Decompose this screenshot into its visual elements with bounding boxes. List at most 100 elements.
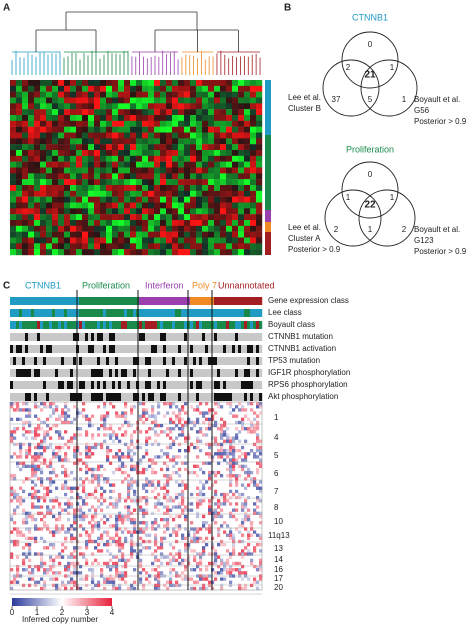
annotation-cell <box>238 297 242 305</box>
copy-number-cell <box>187 530 191 534</box>
copy-number-cell <box>232 449 236 453</box>
copy-number-cell <box>10 489 14 494</box>
copy-number-cell <box>175 514 179 519</box>
annotation-cell <box>109 357 113 365</box>
copy-number-cell <box>205 577 209 581</box>
heatmap-cell <box>172 173 179 180</box>
annotation-cell <box>211 297 215 305</box>
heatmap-cell <box>232 155 239 162</box>
annotation-cell <box>223 345 227 353</box>
copy-number-cell <box>22 558 26 562</box>
copy-number-cell <box>58 552 62 556</box>
copy-number-cell <box>91 470 95 475</box>
copy-number-cell <box>166 555 170 559</box>
copy-number-cell <box>244 571 248 575</box>
copy-number-cell <box>109 536 113 541</box>
copy-number-cell <box>88 539 92 544</box>
copy-number-cell <box>73 449 77 453</box>
annotation-cell <box>232 345 236 353</box>
heatmap-cell <box>76 126 83 133</box>
copy-number-cell <box>91 571 95 575</box>
heatmap-cell <box>58 144 65 151</box>
copy-number-cell <box>37 499 41 503</box>
copy-number-cell <box>256 511 260 515</box>
copy-number-cell <box>31 517 35 522</box>
heatmap-cell <box>16 115 23 122</box>
copy-number-cell <box>250 408 254 412</box>
copy-number-cell <box>199 558 203 562</box>
copy-number-cell <box>181 423 185 428</box>
copy-number-cell <box>40 439 44 443</box>
copy-number-cell <box>166 467 170 472</box>
heatmap-cell <box>106 214 113 221</box>
annotation-cell <box>163 345 167 353</box>
annotation-cell <box>181 333 185 341</box>
heatmap-cell <box>124 220 131 227</box>
copy-number-cell <box>256 455 260 459</box>
heatmap-cell <box>46 85 53 92</box>
copy-number-cell <box>112 430 116 434</box>
copy-number-cell <box>85 530 89 534</box>
copy-number-cell <box>178 455 182 459</box>
heatmap-cell <box>202 173 209 180</box>
heatmap-cell <box>58 220 65 227</box>
heatmap-cell <box>160 80 167 87</box>
venn-count: 37 <box>332 95 341 104</box>
heatmap-cell <box>142 132 149 139</box>
copy-number-cell <box>253 502 257 506</box>
copy-number-cell <box>232 536 236 541</box>
chromosome-label: 13 <box>274 544 283 553</box>
heatmap-cell <box>136 190 143 197</box>
copy-number-cell <box>34 427 38 431</box>
heatmap-cell <box>166 185 173 192</box>
annotation-cell <box>208 381 212 389</box>
copy-number-cell <box>220 455 224 459</box>
copy-number-cell <box>184 423 188 428</box>
heatmap-cell <box>88 85 95 92</box>
copy-number-cell <box>46 508 50 512</box>
heatmap-cell <box>82 173 89 180</box>
heatmap-cell <box>136 237 143 244</box>
copy-number-cell <box>238 455 242 459</box>
copy-number-cell <box>157 402 161 406</box>
heatmap-cell <box>256 138 263 145</box>
heatmap-cell <box>178 196 185 203</box>
copy-number-cell <box>142 530 146 534</box>
chromosome-label: 1 <box>274 413 279 422</box>
copy-number-cell <box>190 427 194 431</box>
heatmap-cell <box>244 185 251 192</box>
heatmap-cell <box>118 167 125 174</box>
copy-number-cell <box>34 414 38 418</box>
annotation-cell <box>82 321 86 329</box>
heatmap-cell <box>34 80 41 87</box>
copy-number-cell <box>196 492 200 497</box>
heatmap-cell <box>196 103 203 110</box>
copy-number-cell <box>118 414 122 418</box>
copy-number-cell <box>10 474 14 478</box>
annotation-cell <box>34 357 38 365</box>
copy-number-cell <box>85 477 89 481</box>
heatmap-cell <box>232 120 239 127</box>
copy-number-cell <box>55 408 59 412</box>
heatmap-cell <box>238 196 245 203</box>
heatmap-cell <box>118 120 125 127</box>
heatmap-cell <box>58 109 65 116</box>
heatmap-cell <box>94 144 101 151</box>
annotation-cell <box>127 381 131 389</box>
copy-number-cell <box>217 442 221 447</box>
annotation-cell <box>208 345 212 353</box>
copy-number-cell <box>124 411 128 415</box>
copy-number-cell <box>49 508 53 512</box>
copy-number-cell <box>217 499 221 503</box>
copy-number-cell <box>193 445 197 450</box>
annotation-cell <box>106 381 110 389</box>
heatmap-cell <box>154 91 161 98</box>
copy-number-cell <box>49 445 53 450</box>
copy-number-cell <box>178 527 182 531</box>
copy-number-cell <box>217 514 221 519</box>
heatmap-cell <box>82 220 89 227</box>
copy-number-cell <box>130 552 134 556</box>
copy-number-cell <box>175 423 179 428</box>
annotation-cell <box>100 357 104 365</box>
copy-number-cell <box>178 420 182 425</box>
